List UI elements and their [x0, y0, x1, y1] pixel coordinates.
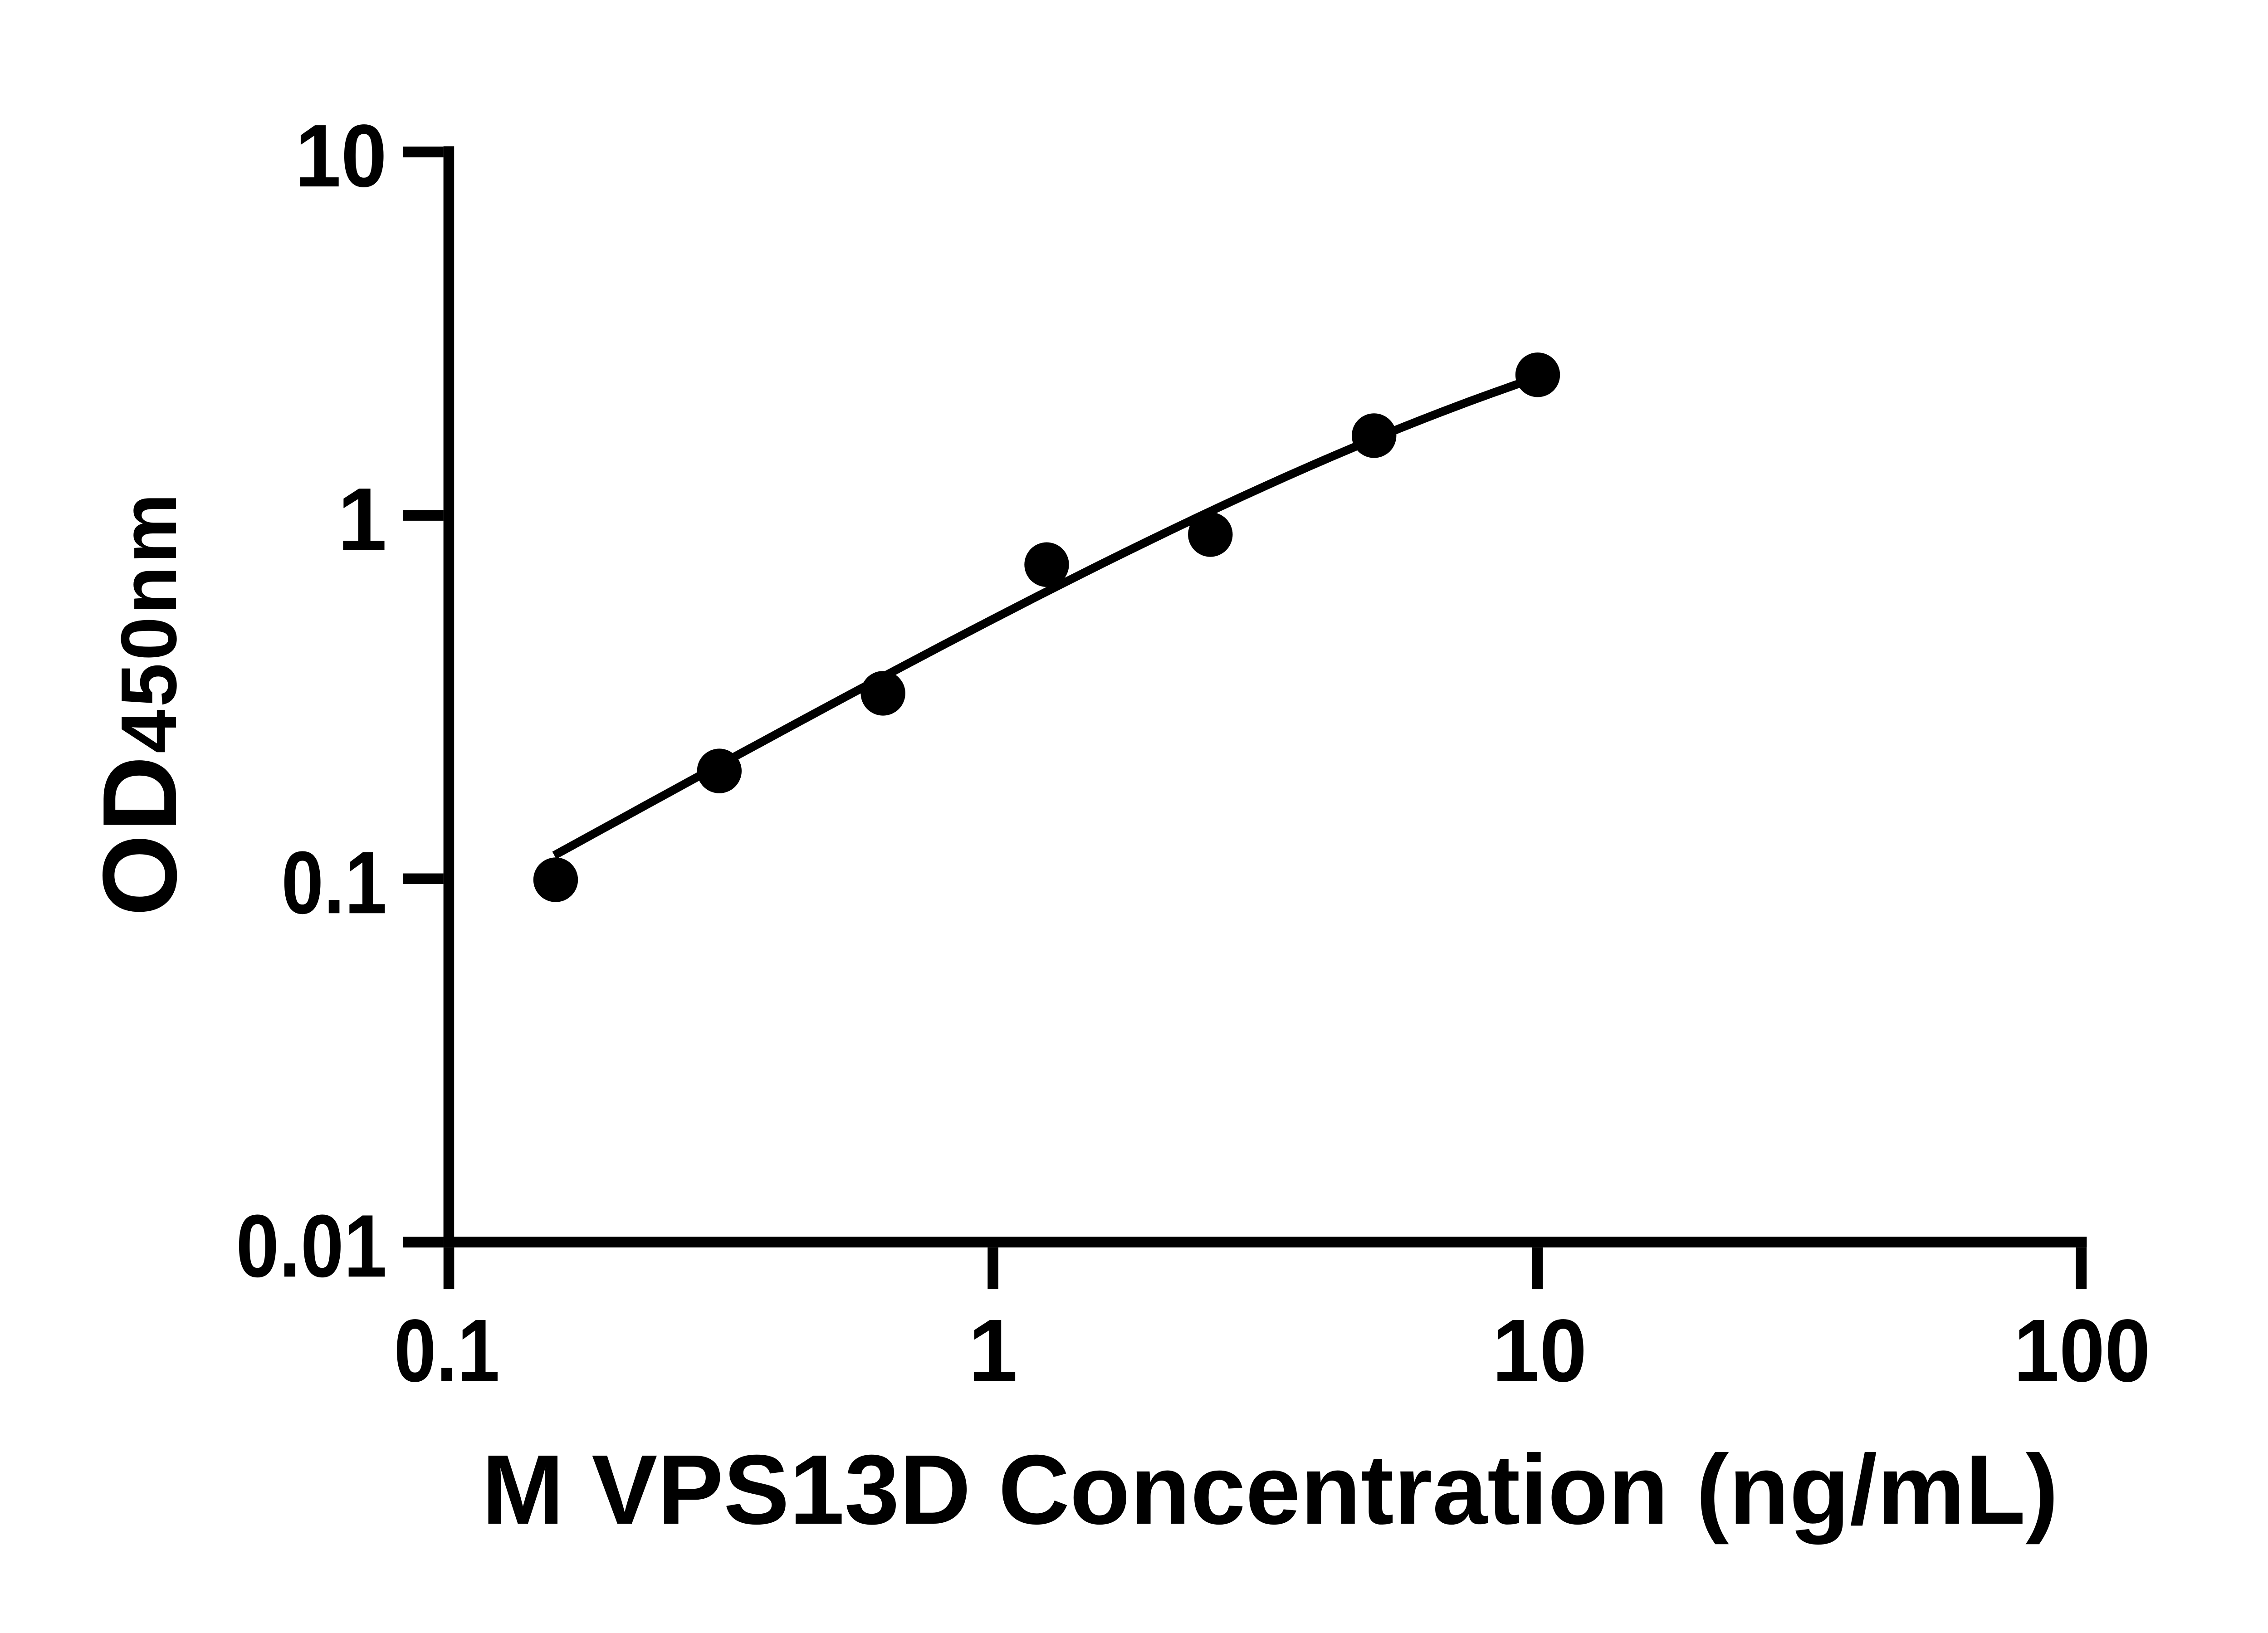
svg-text:10: 10	[295, 106, 387, 205]
svg-text:1: 1	[337, 469, 387, 569]
svg-text:M VPS13D Concentration (ng/mL): M VPS13D Concentration (ng/mL)	[482, 1435, 2058, 1545]
svg-text:1: 1	[968, 1301, 1018, 1400]
svg-text:100: 100	[2014, 1301, 2150, 1400]
svg-text:0.01: 0.01	[236, 1196, 387, 1296]
svg-text:0.1: 0.1	[394, 1301, 499, 1400]
svg-text:0.1: 0.1	[281, 833, 387, 932]
svg-text:10: 10	[1492, 1301, 1587, 1400]
svg-text:OD450nm: OD450nm	[81, 491, 199, 916]
